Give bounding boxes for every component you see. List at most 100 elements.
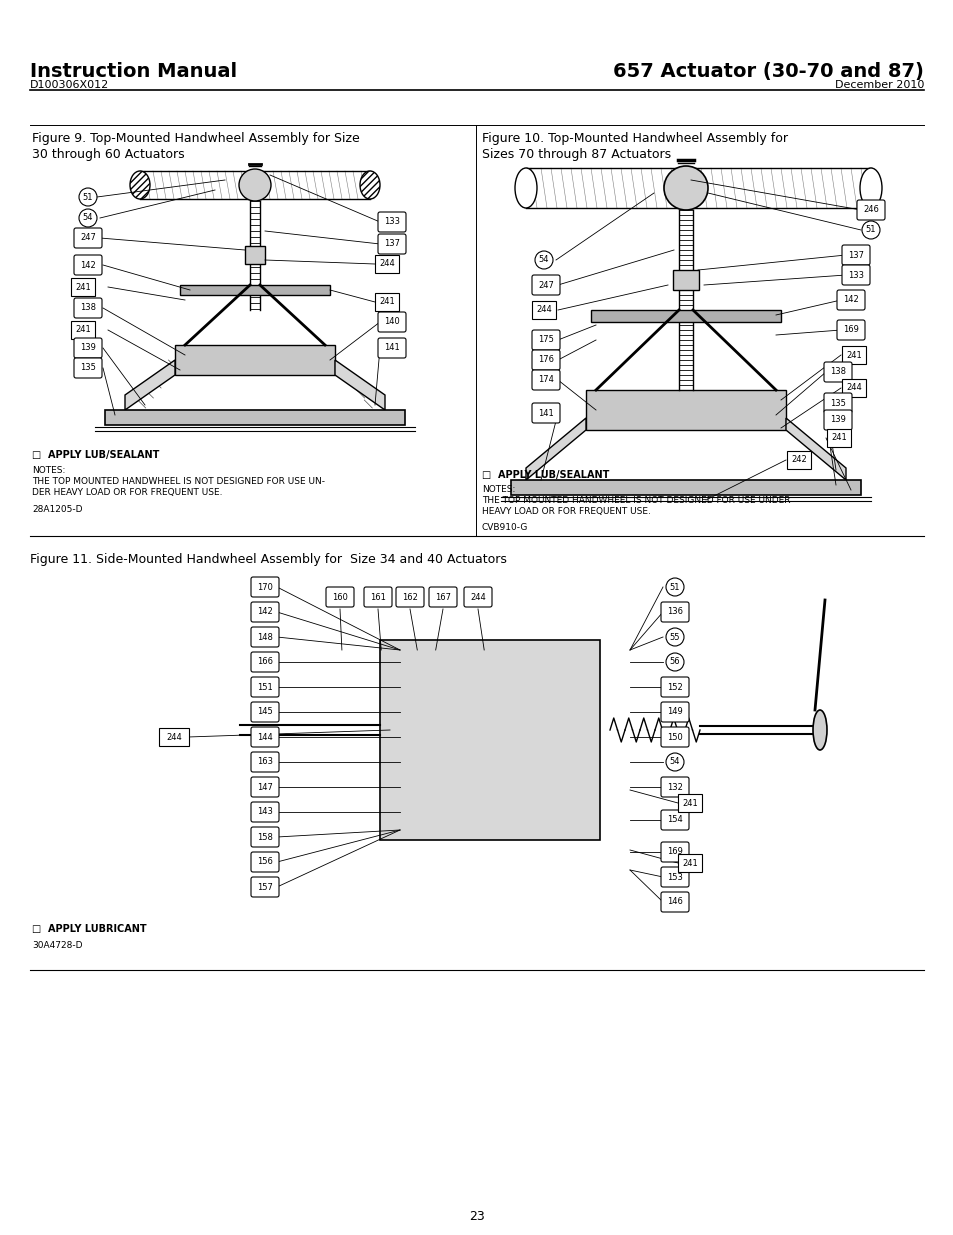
Circle shape	[663, 165, 707, 210]
Text: 161: 161	[370, 593, 386, 601]
Text: 137: 137	[847, 251, 863, 259]
FancyBboxPatch shape	[395, 587, 423, 606]
Text: 141: 141	[537, 409, 554, 417]
FancyBboxPatch shape	[678, 794, 701, 811]
Text: 30A4728-D: 30A4728-D	[32, 941, 82, 950]
Circle shape	[239, 169, 271, 201]
Text: 241: 241	[681, 858, 698, 867]
Text: 146: 146	[666, 898, 682, 906]
FancyBboxPatch shape	[660, 701, 688, 722]
Circle shape	[665, 753, 683, 771]
FancyBboxPatch shape	[660, 867, 688, 887]
Text: Figure 10. Top-Mounted Handwheel Assembly for: Figure 10. Top-Mounted Handwheel Assembl…	[481, 132, 787, 144]
Text: 142: 142	[842, 295, 858, 305]
Ellipse shape	[359, 170, 379, 199]
FancyBboxPatch shape	[532, 330, 559, 350]
Text: Figure 9. Top-Mounted Handwheel Assembly for Size: Figure 9. Top-Mounted Handwheel Assembly…	[32, 132, 359, 144]
Text: 151: 151	[257, 683, 273, 692]
Text: 54: 54	[669, 757, 679, 767]
Text: 139: 139	[829, 415, 845, 425]
Text: 141: 141	[384, 343, 399, 352]
Text: 242: 242	[790, 456, 806, 464]
Text: 51: 51	[864, 226, 876, 235]
Text: 169: 169	[842, 326, 858, 335]
Ellipse shape	[515, 168, 537, 207]
FancyBboxPatch shape	[660, 777, 688, 797]
FancyBboxPatch shape	[377, 312, 406, 332]
Text: CVB910-G: CVB910-G	[481, 522, 528, 532]
FancyBboxPatch shape	[823, 362, 851, 382]
Text: 28A1205-D: 28A1205-D	[32, 505, 82, 514]
FancyBboxPatch shape	[377, 233, 406, 254]
FancyBboxPatch shape	[841, 379, 865, 396]
FancyBboxPatch shape	[678, 853, 701, 872]
FancyBboxPatch shape	[585, 390, 785, 430]
Text: D100306X012: D100306X012	[30, 80, 110, 90]
Text: 152: 152	[666, 683, 682, 692]
Text: 244: 244	[166, 732, 182, 741]
Text: 139: 139	[80, 343, 96, 352]
Text: 244: 244	[536, 305, 551, 315]
FancyBboxPatch shape	[823, 410, 851, 430]
FancyBboxPatch shape	[532, 301, 556, 319]
FancyBboxPatch shape	[660, 677, 688, 697]
FancyBboxPatch shape	[660, 842, 688, 862]
FancyBboxPatch shape	[660, 601, 688, 622]
FancyBboxPatch shape	[841, 266, 869, 285]
FancyBboxPatch shape	[326, 587, 354, 606]
Text: □  APPLY LUB/SEALANT: □ APPLY LUB/SEALANT	[481, 471, 609, 480]
Text: 241: 241	[75, 283, 91, 291]
FancyBboxPatch shape	[251, 652, 278, 672]
Ellipse shape	[130, 170, 150, 199]
Text: 157: 157	[256, 883, 273, 892]
Text: 54: 54	[538, 256, 549, 264]
Text: 244: 244	[470, 593, 485, 601]
FancyBboxPatch shape	[590, 310, 781, 322]
FancyBboxPatch shape	[429, 587, 456, 606]
Text: 23: 23	[469, 1210, 484, 1223]
Text: DER HEAVY LOAD OR FOR FREQUENT USE.: DER HEAVY LOAD OR FOR FREQUENT USE.	[32, 488, 222, 496]
FancyBboxPatch shape	[245, 246, 265, 264]
FancyBboxPatch shape	[375, 254, 398, 273]
FancyBboxPatch shape	[377, 338, 406, 358]
FancyBboxPatch shape	[71, 321, 95, 338]
Circle shape	[79, 209, 97, 227]
Text: Figure 11. Side-Mounted Handwheel Assembly for  Size 34 and 40 Actuators: Figure 11. Side-Mounted Handwheel Assemb…	[30, 553, 506, 566]
Text: 145: 145	[257, 708, 273, 716]
FancyBboxPatch shape	[251, 577, 278, 597]
FancyBboxPatch shape	[826, 429, 850, 447]
Text: 156: 156	[256, 857, 273, 867]
FancyBboxPatch shape	[786, 451, 810, 469]
Text: 241: 241	[681, 799, 698, 808]
FancyBboxPatch shape	[251, 727, 278, 747]
Text: December 2010: December 2010	[834, 80, 923, 90]
Circle shape	[665, 629, 683, 646]
Text: 247: 247	[537, 280, 554, 289]
FancyBboxPatch shape	[660, 810, 688, 830]
Text: 133: 133	[384, 217, 399, 226]
FancyBboxPatch shape	[841, 346, 865, 364]
FancyBboxPatch shape	[251, 827, 278, 847]
FancyBboxPatch shape	[251, 677, 278, 697]
Text: 244: 244	[378, 259, 395, 268]
Text: 150: 150	[666, 732, 682, 741]
FancyBboxPatch shape	[660, 727, 688, 747]
Text: 175: 175	[537, 336, 554, 345]
Text: 136: 136	[666, 608, 682, 616]
Text: 166: 166	[256, 657, 273, 667]
Text: 241: 241	[75, 326, 91, 335]
Text: 148: 148	[256, 632, 273, 641]
Text: 138: 138	[80, 304, 96, 312]
FancyBboxPatch shape	[74, 358, 102, 378]
Text: 55: 55	[669, 632, 679, 641]
FancyBboxPatch shape	[251, 777, 278, 797]
FancyBboxPatch shape	[74, 254, 102, 275]
FancyBboxPatch shape	[180, 285, 330, 295]
Text: □  APPLY LUB/SEALANT: □ APPLY LUB/SEALANT	[32, 450, 159, 459]
Polygon shape	[785, 417, 845, 480]
FancyBboxPatch shape	[511, 480, 861, 495]
Text: 163: 163	[256, 757, 273, 767]
FancyBboxPatch shape	[251, 601, 278, 622]
Text: 132: 132	[666, 783, 682, 792]
Circle shape	[862, 221, 879, 240]
